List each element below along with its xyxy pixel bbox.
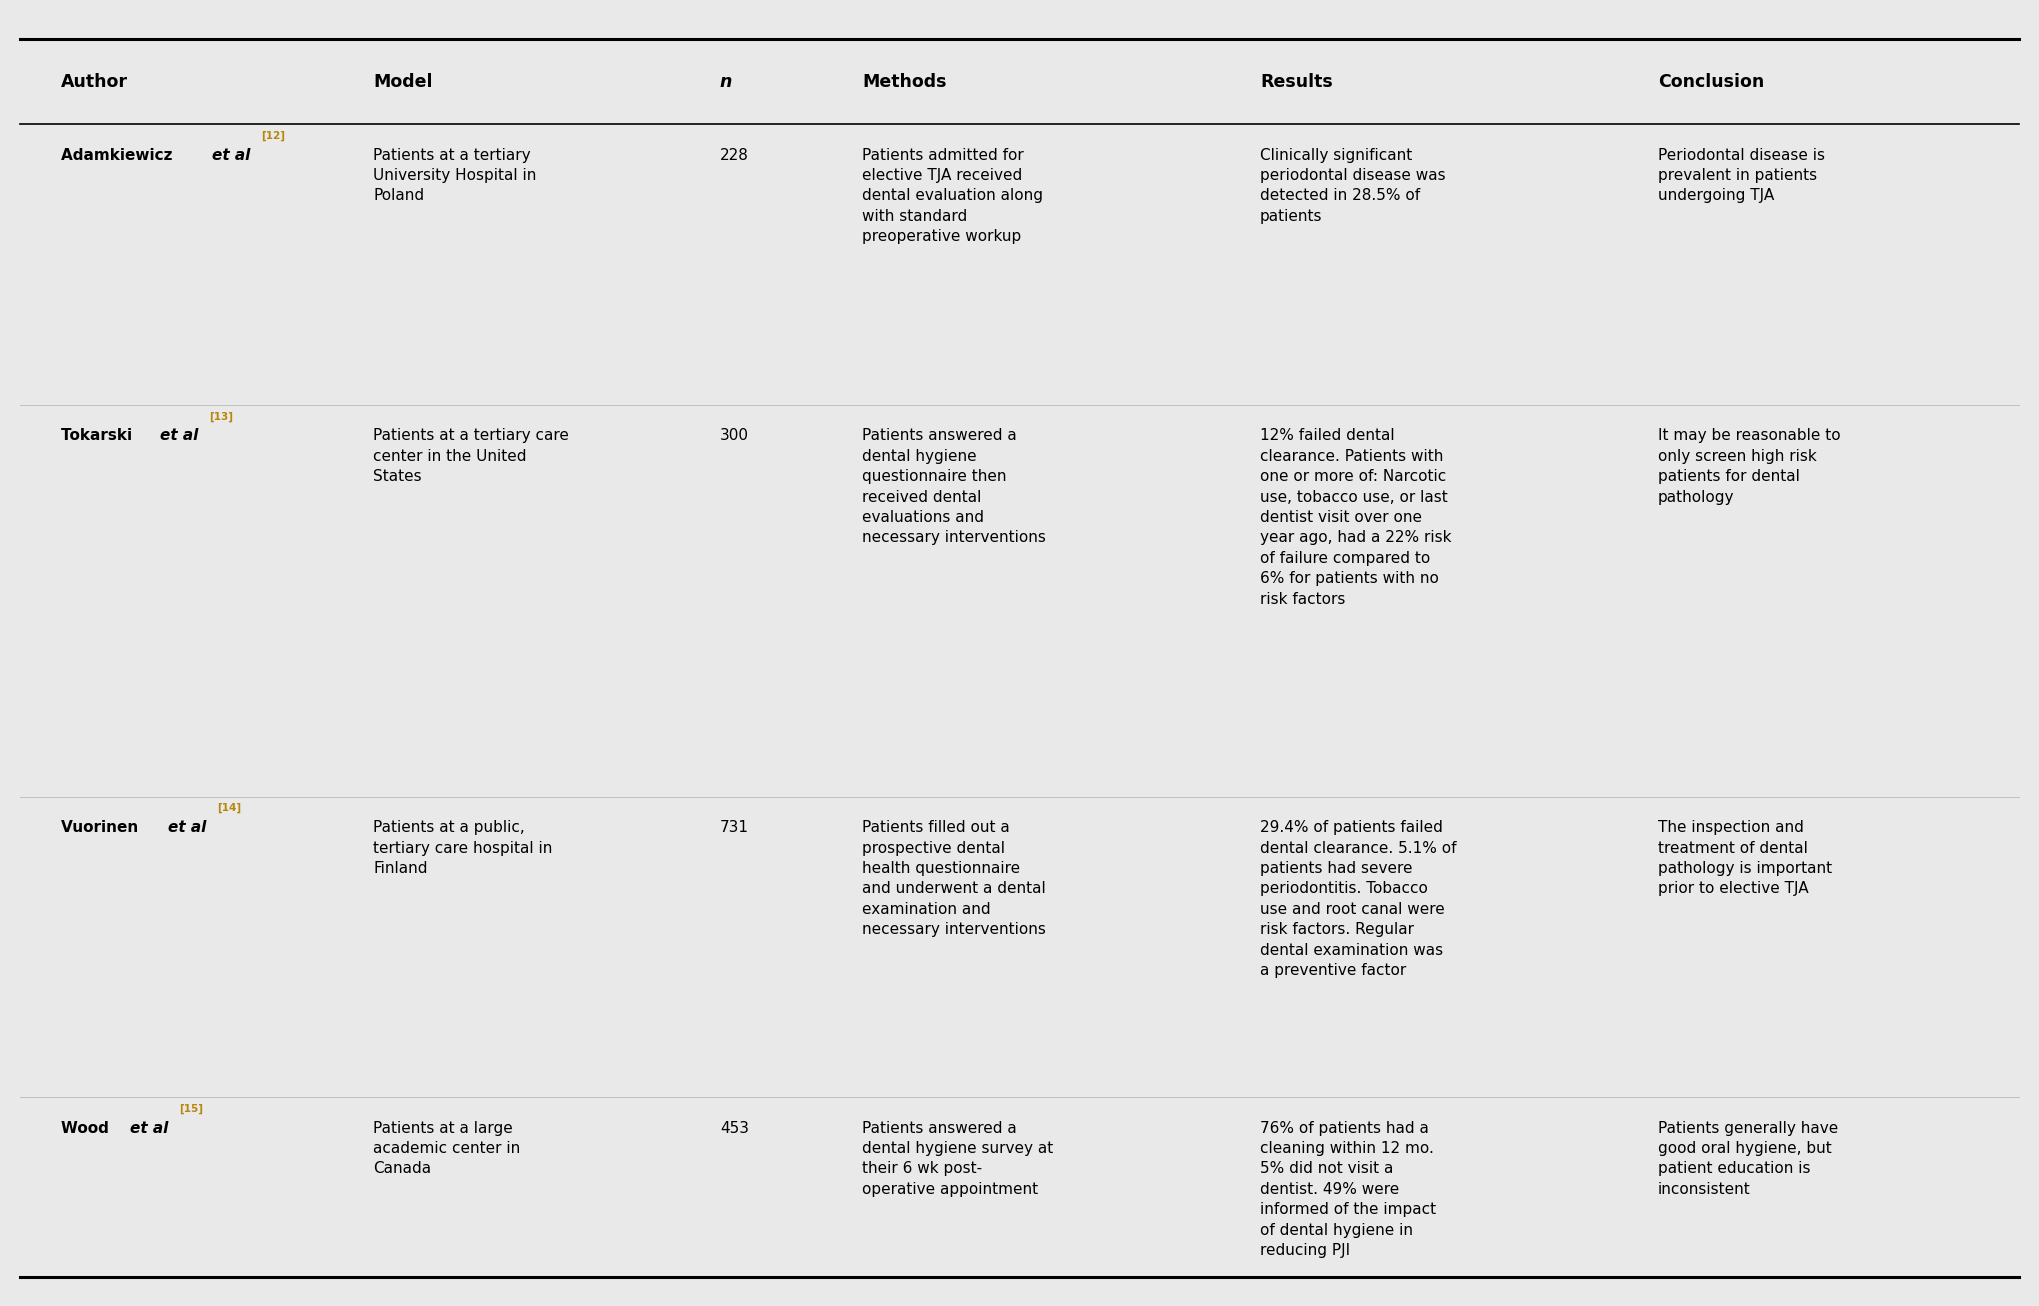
Text: et al: et al [159, 428, 198, 443]
Text: It may be reasonable to
only screen high risk
patients for dental
pathology: It may be reasonable to only screen high… [1658, 428, 1841, 504]
Text: Patients at a large
academic center in
Canada: Patients at a large academic center in C… [373, 1121, 520, 1177]
Text: 12% failed dental
clearance. Patients with
one or more of: Narcotic
use, tobacco: 12% failed dental clearance. Patients wi… [1260, 428, 1452, 606]
Text: et al: et al [212, 148, 251, 162]
Text: Patients filled out a
prospective dental
health questionnaire
and underwent a de: Patients filled out a prospective dental… [862, 820, 1046, 938]
Text: 453: 453 [720, 1121, 748, 1135]
Text: 300: 300 [720, 428, 748, 443]
Text: et al: et al [167, 820, 206, 835]
Text: Conclusion: Conclusion [1658, 73, 1764, 90]
Text: [15]: [15] [179, 1104, 204, 1114]
Text: Patients answered a
dental hygiene
questionnaire then
received dental
evaluation: Patients answered a dental hygiene quest… [862, 428, 1046, 546]
Text: [13]: [13] [210, 411, 232, 422]
Text: 76% of patients had a
cleaning within 12 mo.
5% did not visit a
dentist. 49% wer: 76% of patients had a cleaning within 12… [1260, 1121, 1435, 1258]
Text: Periodontal disease is
prevalent in patients
undergoing TJA: Periodontal disease is prevalent in pati… [1658, 148, 1825, 204]
Text: Vuorinen: Vuorinen [61, 820, 143, 835]
Text: Wood: Wood [61, 1121, 114, 1135]
Text: Clinically significant
periodontal disease was
detected in 28.5% of
patients: Clinically significant periodontal disea… [1260, 148, 1446, 223]
Text: Patients at a tertiary care
center in the United
States: Patients at a tertiary care center in th… [373, 428, 569, 485]
Text: et al: et al [130, 1121, 167, 1135]
Text: 731: 731 [720, 820, 748, 835]
Text: Patients at a tertiary
University Hospital in
Poland: Patients at a tertiary University Hospit… [373, 148, 536, 204]
Text: Adamkiewicz: Adamkiewicz [61, 148, 177, 162]
Text: Patients generally have
good oral hygiene, but
patient education is
inconsistent: Patients generally have good oral hygien… [1658, 1121, 1837, 1196]
Text: [12]: [12] [261, 131, 285, 141]
Text: Patients answered a
dental hygiene survey at
their 6 wk post-
operative appointm: Patients answered a dental hygiene surve… [862, 1121, 1054, 1196]
Text: Results: Results [1260, 73, 1334, 90]
Text: [14]: [14] [216, 803, 241, 814]
Text: Model: Model [373, 73, 432, 90]
Text: Methods: Methods [862, 73, 946, 90]
Text: 228: 228 [720, 148, 748, 162]
Text: n: n [720, 73, 732, 90]
Text: Patients at a public,
tertiary care hospital in
Finland: Patients at a public, tertiary care hosp… [373, 820, 553, 876]
Text: Tokarski: Tokarski [61, 428, 137, 443]
Text: 29.4% of patients failed
dental clearance. 5.1% of
patients had severe
periodont: 29.4% of patients failed dental clearanc… [1260, 820, 1456, 978]
Text: Patients admitted for
elective TJA received
dental evaluation along
with standar: Patients admitted for elective TJA recei… [862, 148, 1044, 244]
Text: Author: Author [61, 73, 128, 90]
Text: The inspection and
treatment of dental
pathology is important
prior to elective : The inspection and treatment of dental p… [1658, 820, 1831, 896]
